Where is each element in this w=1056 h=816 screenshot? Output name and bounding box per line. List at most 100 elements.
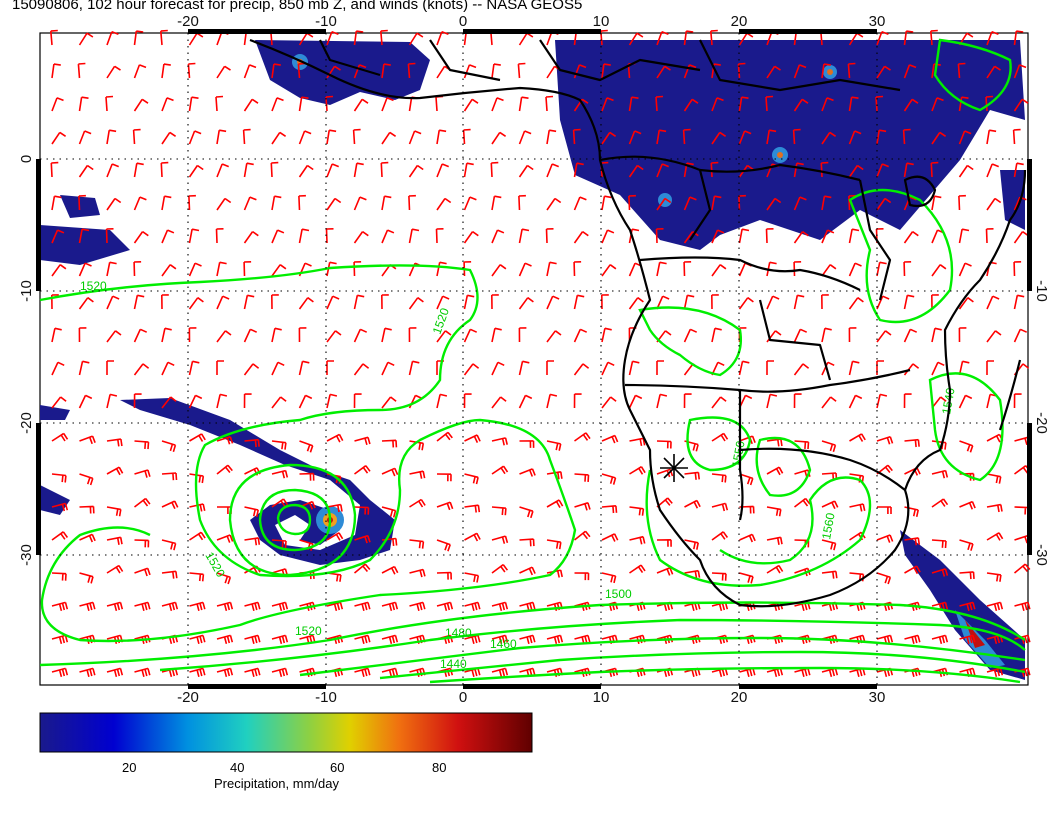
wind-barb [931, 294, 939, 310]
wind-barb [271, 229, 285, 244]
wind-barb [216, 197, 232, 211]
wind-barb [876, 534, 894, 543]
wind-barb [244, 506, 259, 517]
country-border-12 [699, 39, 901, 92]
wind-barb [216, 393, 228, 409]
wind-barb [931, 568, 949, 577]
wind-barb [161, 396, 177, 409]
location-marker-icon [660, 454, 688, 482]
wind-barb [408, 194, 416, 211]
wind-barb [381, 63, 391, 79]
wind-barb [1013, 294, 1025, 310]
wind-barb [243, 261, 252, 277]
wind-barb [463, 393, 472, 409]
wind-barb [849, 503, 866, 512]
wind-barb [189, 531, 206, 541]
wind-barb [299, 634, 316, 645]
wind-barb [574, 530, 591, 541]
lon-tick-label: 20 [731, 689, 748, 706]
wind-barb [518, 130, 532, 145]
wind-barb [821, 63, 831, 79]
wind-barb [573, 393, 582, 409]
wind-barb [243, 230, 259, 244]
wind-barb [519, 440, 535, 448]
wind-barb [243, 196, 257, 211]
wind-barb [1013, 393, 1022, 409]
wind-barb [849, 433, 866, 442]
wind-barb [51, 601, 69, 612]
wind-barb [601, 131, 617, 145]
wind-barb [628, 130, 642, 145]
wind-barb [931, 97, 944, 112]
wind-barb [464, 634, 481, 645]
lon-tick-label: 30 [869, 689, 886, 706]
wind-barb [683, 98, 699, 112]
lake-victoria [903, 175, 937, 208]
wind-barb [106, 163, 119, 178]
wind-barb [491, 437, 508, 446]
wind-barb [189, 433, 206, 442]
wind-barb [78, 327, 87, 343]
country-border-10 [319, 39, 381, 77]
wind-barb [904, 565, 921, 575]
wind-barb [491, 535, 509, 544]
wind-barb [408, 297, 424, 310]
wind-barb [655, 95, 664, 112]
wind-barb [821, 667, 839, 678]
wind-barb [573, 328, 588, 343]
wind-barb [629, 535, 646, 545]
lat-tick-label: -10 [1033, 280, 1050, 302]
wind-barb [78, 360, 90, 376]
wind-barb [491, 667, 509, 678]
wind-barb [546, 667, 564, 678]
wind-barb [326, 197, 342, 211]
contour-label: 1560 [819, 511, 837, 540]
wind-barb [793, 162, 804, 178]
wind-barb [656, 129, 667, 145]
wind-barb [298, 96, 309, 112]
wind-barb [958, 262, 972, 277]
wind-barb [711, 327, 722, 343]
wind-barb [903, 328, 918, 343]
precip-patch-east [1000, 170, 1025, 230]
wind-barb [876, 634, 894, 645]
wind-barb [601, 473, 617, 485]
wind-barb [683, 328, 698, 343]
wind-barb [986, 31, 999, 46]
wind-barb [876, 360, 884, 375]
wind-barb [436, 571, 452, 580]
wind-barb [106, 466, 124, 476]
wind-barb [381, 327, 392, 343]
wind-barb [1013, 30, 1024, 46]
wind-barb [683, 393, 692, 409]
wind-barb [985, 95, 994, 112]
wind-barb [517, 62, 526, 79]
wind-barb [904, 537, 921, 546]
wind-barb [161, 195, 172, 211]
country-border-6 [758, 299, 832, 381]
wind-barb [958, 96, 969, 112]
contour-label: 1480 [445, 626, 472, 640]
wind-barb [326, 433, 344, 443]
wind-barb [519, 601, 536, 612]
contour-label: 1440 [440, 657, 467, 671]
wind-barb [876, 129, 887, 145]
wind-barb [408, 130, 422, 145]
wind-barb [821, 634, 839, 645]
wind-barb [381, 396, 397, 409]
colorbar-tick-label: 40 [230, 760, 245, 775]
wind-barb [1013, 64, 1027, 79]
wind-barb [78, 297, 94, 310]
wind-barb [959, 571, 975, 580]
wind-barb [298, 194, 306, 211]
wind-barb [683, 294, 695, 310]
wind-barb [821, 539, 837, 551]
wind-barb [931, 264, 947, 277]
wind-barb [491, 396, 507, 409]
lon-tick-label: 0 [459, 13, 467, 30]
contour-labels: 1520 1520 1520 1520 1480 1460 1440 1500 … [80, 279, 958, 671]
wind-barb [51, 502, 69, 512]
wind-barb [682, 128, 691, 145]
wind-barb [904, 438, 920, 448]
lat-tick-labels-right: -10 -20 -30 [1033, 280, 1050, 566]
